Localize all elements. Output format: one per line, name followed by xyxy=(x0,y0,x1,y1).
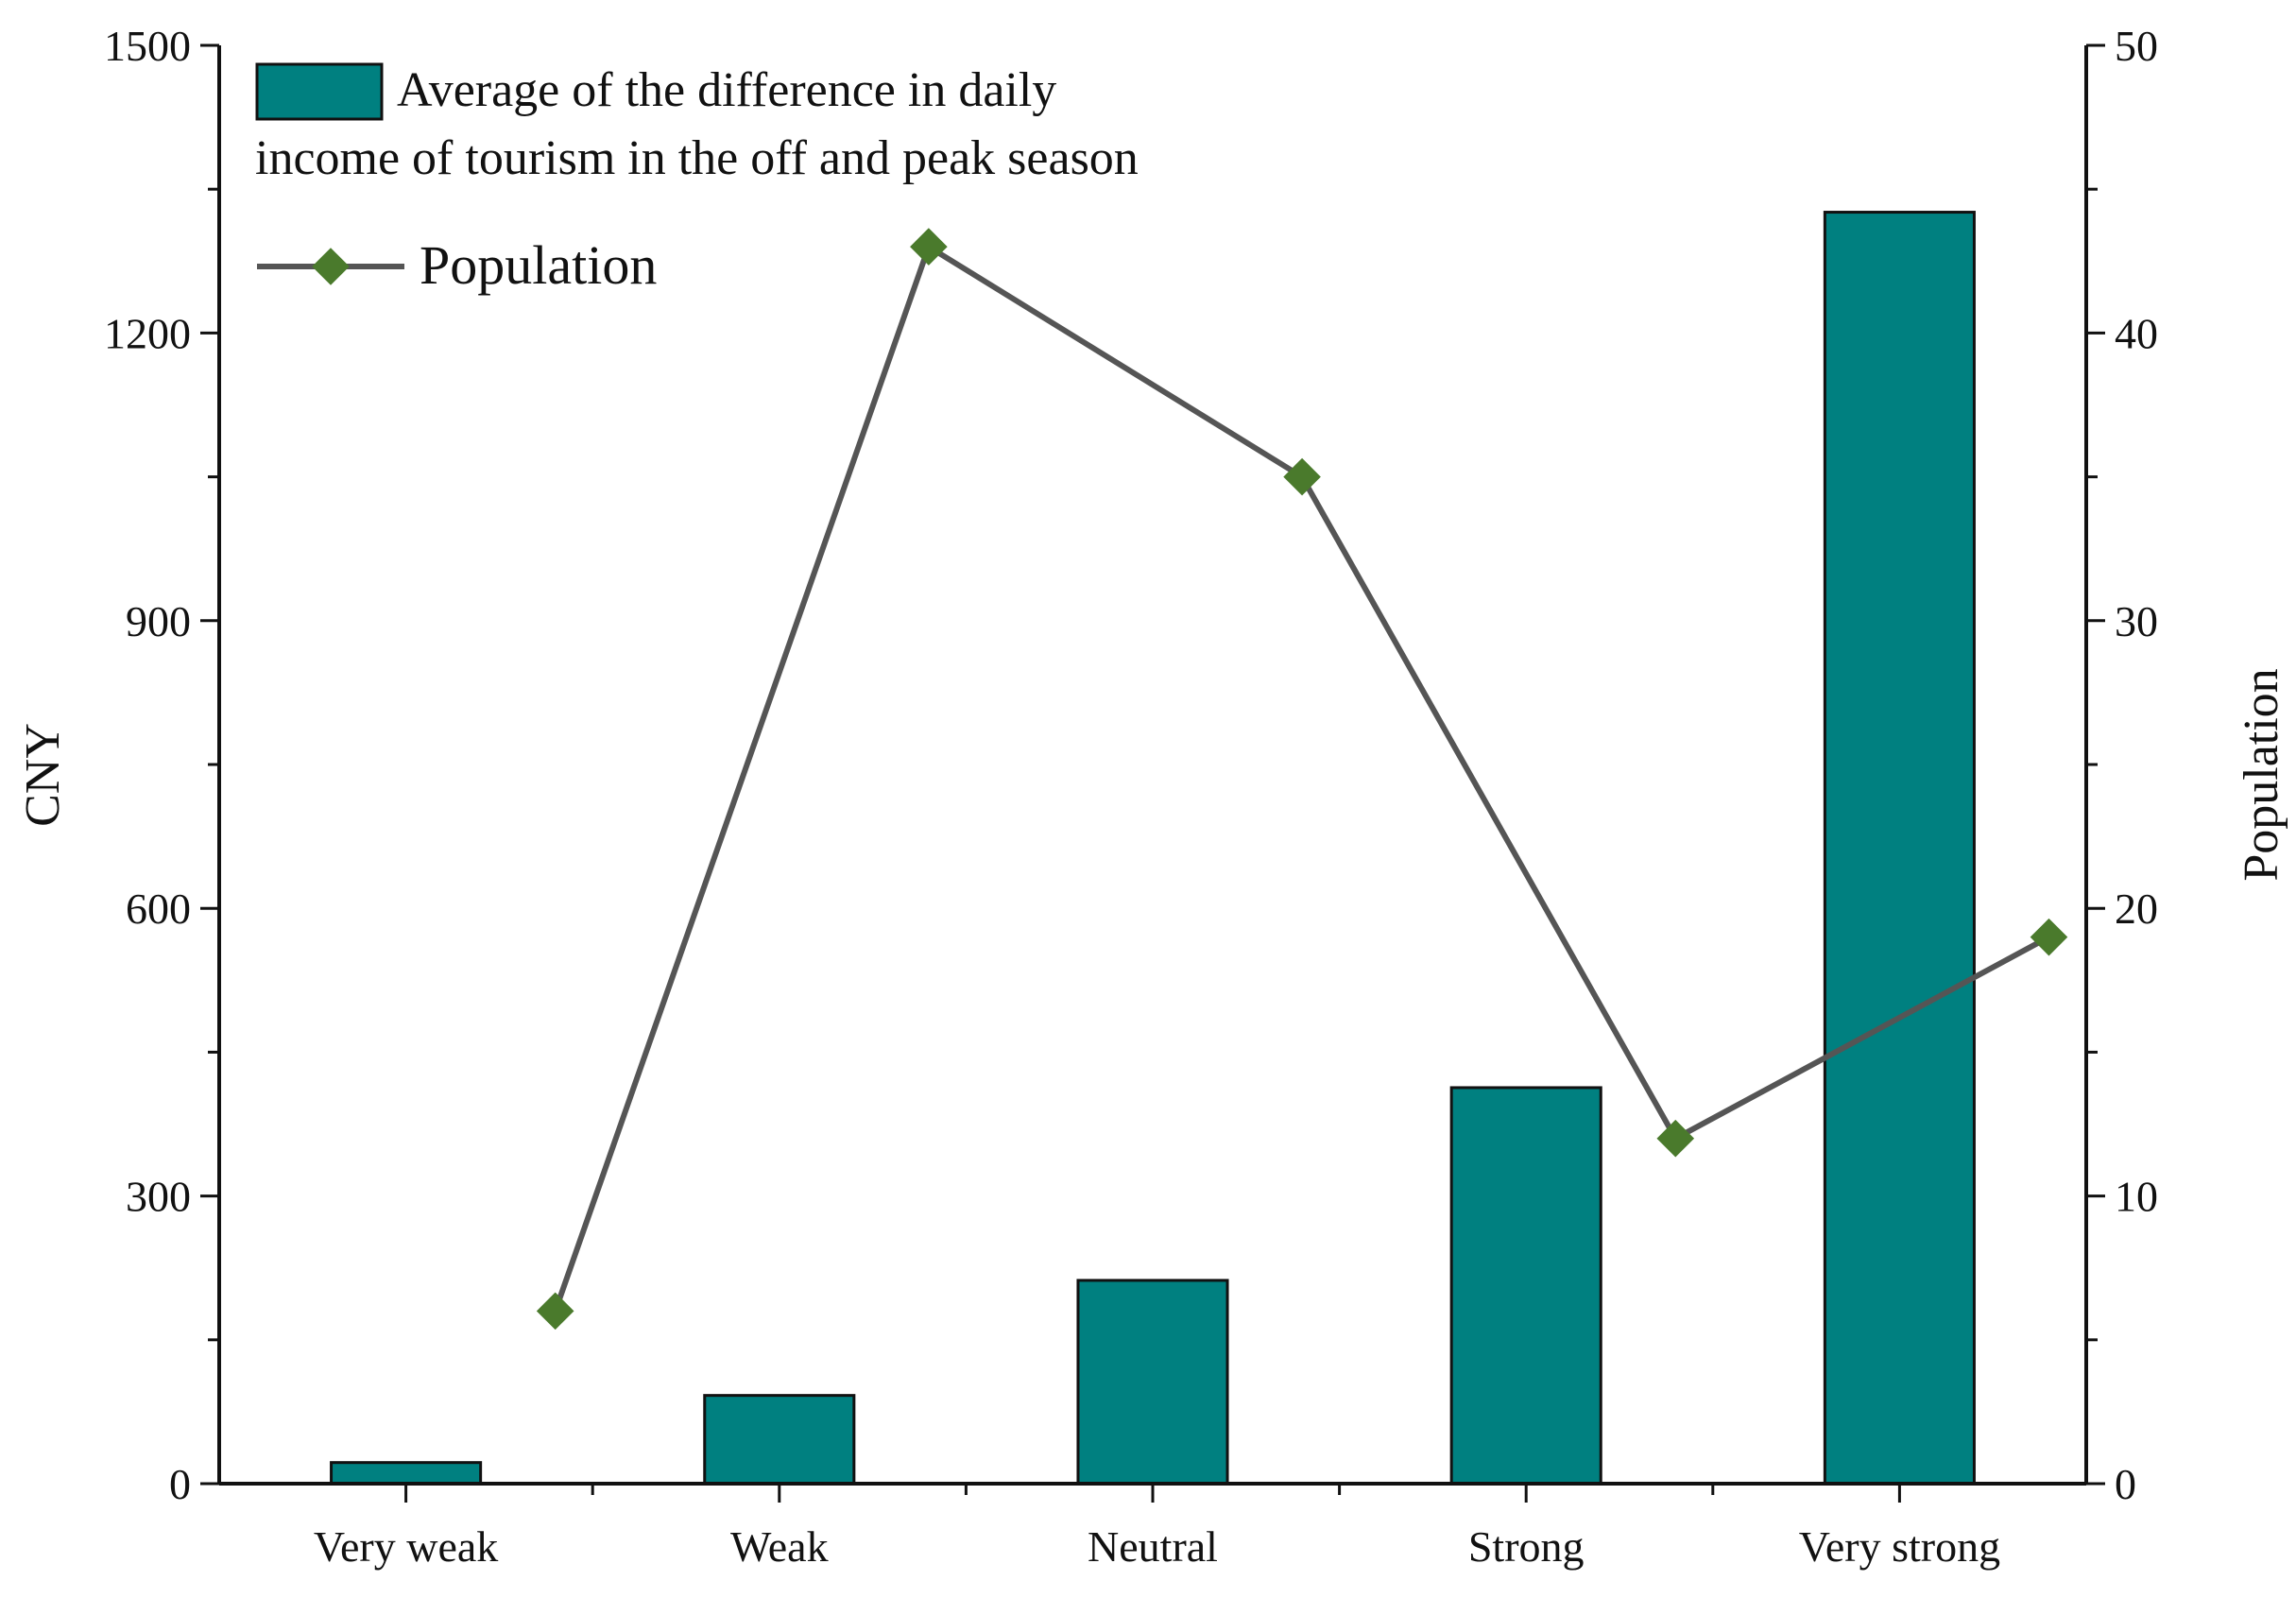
population-point-neutral xyxy=(1283,457,1321,496)
x-tick-label: Neutral xyxy=(1088,1522,1218,1571)
y2-tick-label: 0 xyxy=(2115,1460,2136,1508)
y-axis-title: CNY xyxy=(16,723,70,827)
x-tick-label: Weak xyxy=(730,1522,829,1571)
population-point-very-strong xyxy=(2030,918,2068,956)
y2-tick-label: 20 xyxy=(2115,885,2158,933)
y2-tick-label: 50 xyxy=(2115,22,2158,70)
y2-tick-label: 40 xyxy=(2115,309,2158,357)
bar-very-strong xyxy=(1823,211,1976,1486)
population-point-strong xyxy=(1656,1119,1695,1158)
y2-tick-label: 10 xyxy=(2115,1173,2158,1221)
x-tick-label: Strong xyxy=(1468,1522,1585,1571)
y-tick-label: 0 xyxy=(169,1460,191,1508)
bar-strong xyxy=(1449,1086,1602,1486)
bar-very-weak xyxy=(330,1461,483,1486)
bar-neutral xyxy=(1076,1279,1229,1486)
y-tick-label: 1200 xyxy=(104,309,191,357)
x-tick-label: Very strong xyxy=(1799,1522,2000,1571)
population-point-very-weak xyxy=(536,1292,574,1331)
y2-axis-title: Population xyxy=(2235,668,2288,881)
bar-weak xyxy=(703,1394,856,1486)
bars-layer xyxy=(330,211,1976,1486)
y-tick-label: 600 xyxy=(126,885,191,933)
population-point-weak xyxy=(910,228,948,266)
x-tick-label: Very weak xyxy=(314,1522,498,1571)
legend-line-label: Population xyxy=(420,234,657,296)
y-tick-label: 900 xyxy=(126,597,191,645)
legend-bar-label-line2: income of tourism in the off and peak se… xyxy=(255,131,1139,185)
y-tick-label: 1500 xyxy=(104,22,191,70)
legend-bar-swatch xyxy=(255,62,384,121)
legend-bar-label-line1: Average of the difference in daily xyxy=(397,63,1056,117)
legend: Average of the difference in daily incom… xyxy=(255,62,1139,296)
axes-layer: 0 300 600 900 1200 1500 0 10 20 30 40 50 Very weak We… xyxy=(104,22,2158,1571)
y2-tick-label: 30 xyxy=(2115,597,2158,645)
legend-line-marker xyxy=(312,248,350,285)
y-tick-label: 300 xyxy=(126,1173,191,1221)
